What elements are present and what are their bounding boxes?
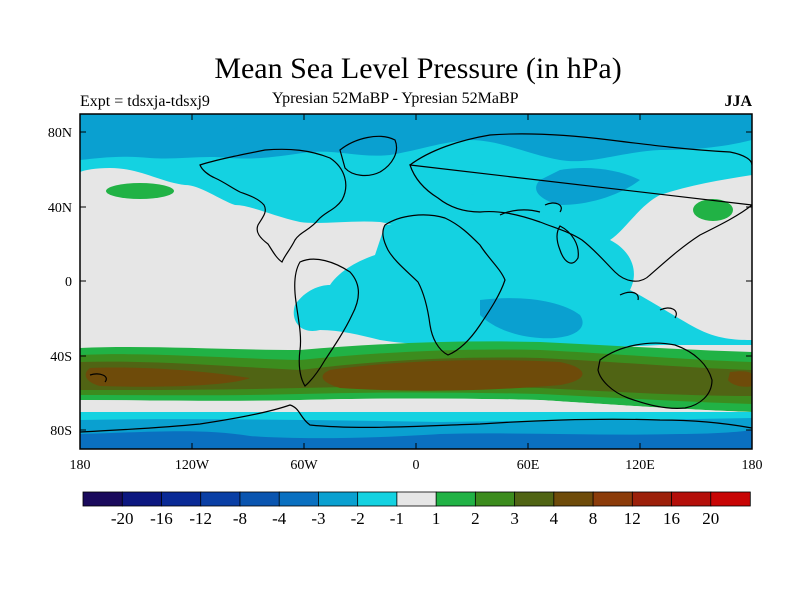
- coast-north-america: [199, 148, 347, 263]
- colorbar: -20 -16 -12 -8 -4 -3 -2 -1 1 2 3 4 8 12 16 20: [82, 491, 751, 528]
- field-indian-blue: [480, 298, 583, 339]
- colorbar-label: -16: [150, 509, 173, 528]
- field-south-deepblue: [80, 430, 752, 449]
- colorbar-swatch: [121, 491, 163, 507]
- field-north-blue-1: [80, 114, 752, 162]
- colorbar-swatch: [671, 491, 712, 507]
- lon-label-120e: 120E: [625, 458, 655, 473]
- coast-africa: [382, 214, 506, 356]
- colorbar-swatch: [514, 491, 555, 507]
- lon-label-180e: 180: [742, 458, 763, 473]
- colorbar-label: 8: [589, 509, 598, 528]
- colorbar-label: 3: [510, 509, 519, 528]
- coast-india: [556, 225, 579, 264]
- field-north-blue-2: [536, 168, 640, 205]
- colorbar-swatch: [592, 491, 633, 507]
- colorbar-swatch: [474, 491, 516, 507]
- colorbar-swatch: [161, 491, 202, 507]
- field-tropical-cyan: [293, 223, 752, 348]
- colorbar-swatch: [710, 491, 751, 507]
- lat-label-80s: 80S: [50, 424, 72, 439]
- colorbar-swatch: [435, 491, 477, 507]
- lon-label-180w: 180: [70, 458, 91, 473]
- experiment-label: Expt = tdsxja-tdsxj9: [80, 93, 210, 110]
- lon-label-120w: 120W: [175, 458, 210, 473]
- colorbar-label: -8: [233, 509, 247, 528]
- lat-label-80n: 80N: [48, 126, 72, 141]
- colorbar-label: 4: [550, 509, 559, 528]
- colorbar-label: -2: [351, 509, 365, 528]
- colorbar-label: 1: [432, 509, 441, 528]
- coast-eurasia: [409, 133, 752, 282]
- colorbar-label: -12: [189, 509, 212, 528]
- colorbar-label: -4: [272, 509, 287, 528]
- colorbar-swatch: [553, 491, 594, 507]
- season-label: JJA: [724, 93, 752, 110]
- field-green-npacific: [106, 183, 174, 199]
- coast-antarctica: [80, 404, 752, 433]
- lat-label-40n: 40N: [48, 201, 72, 216]
- colorbar-label: -3: [311, 509, 325, 528]
- field-north-blue-3: [100, 120, 240, 138]
- coastlines: [80, 133, 752, 433]
- colorbar-swatch: [200, 491, 241, 507]
- map-title: Mean Sea Level Pressure (in hPa): [214, 52, 622, 85]
- lon-label-60e: 60E: [517, 458, 540, 473]
- pressure-field: [80, 114, 752, 449]
- field-south-brown: [85, 360, 752, 391]
- lat-label-0: 0: [65, 275, 72, 290]
- colorbar-swatch: [396, 491, 437, 507]
- colorbar-label: 2: [471, 509, 480, 528]
- period-label: Ypresian 52MaBP - Ypresian 52MaBP: [272, 90, 519, 107]
- colorbar-swatch: [278, 491, 320, 507]
- colorbar-swatch: [82, 491, 123, 507]
- coast-islands: [89, 202, 677, 383]
- colorbar-swatch: [631, 491, 673, 507]
- coast-greenland: [339, 135, 398, 177]
- coast-australia: [597, 342, 713, 409]
- colorbar-label: 16: [663, 509, 680, 528]
- coast-south-america: [294, 258, 360, 387]
- colorbar-swatch: [239, 491, 280, 507]
- lon-label-0: 0: [413, 458, 420, 473]
- lon-label-60w: 60W: [290, 458, 318, 473]
- field-eurasia-cyan: [465, 193, 560, 225]
- colorbar-swatch: [357, 491, 398, 507]
- lat-label-40s: 40S: [50, 350, 72, 365]
- lat-axis: 80N 40N 0 40S 80S: [48, 126, 752, 439]
- colorbar-label: -20: [111, 509, 134, 528]
- field-green-nwpacific: [693, 199, 733, 221]
- colorbar-swatch: [318, 491, 359, 507]
- lon-axis: 180 120W 60W 0 60E 120E 180: [70, 114, 763, 473]
- colorbar-label: -1: [390, 509, 404, 528]
- colorbar-label: 20: [702, 509, 719, 528]
- colorbar-label: 12: [624, 509, 641, 528]
